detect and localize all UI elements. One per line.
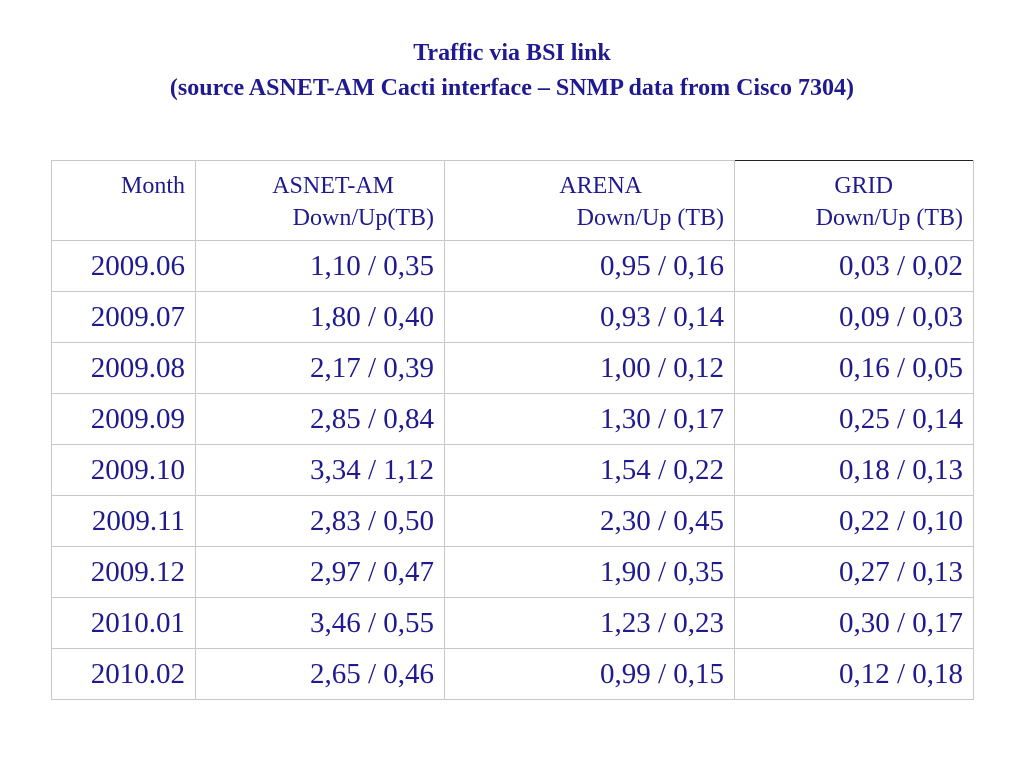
header-asnet-am-label: ASNET-AM <box>272 173 394 199</box>
grid-cell: 0,03 / 0,02 <box>734 240 974 292</box>
page-title: Traffic via BSI link (source ASNET-AM Ca… <box>0 36 1024 106</box>
grid-cell: 0,12 / 0,18 <box>734 648 974 700</box>
arena-cell: 1,30 / 0,17 <box>444 393 735 445</box>
table-body: 2009.06 1,10 / 0,35 0,95 / 0,16 0,03 / 0… <box>51 240 974 700</box>
month-cell: 2009.10 <box>51 444 196 496</box>
table-row: 2009.09 2,85 / 0,84 1,30 / 0,17 0,25 / 0… <box>51 393 974 445</box>
arena-cell: 0,95 / 0,16 <box>444 240 735 292</box>
arena-cell: 2,30 / 0,45 <box>444 495 735 547</box>
month-cell: 2010.01 <box>51 597 196 649</box>
header-asnet-am: ASNET-AM Down/Up(TB) <box>195 160 445 241</box>
grid-cell: 0,30 / 0,17 <box>734 597 974 649</box>
asnet-am-cell: 2,17 / 0,39 <box>195 342 445 394</box>
table-row: 2009.06 1,10 / 0,35 0,95 / 0,16 0,03 / 0… <box>51 240 974 292</box>
title-line-1: Traffic via BSI link <box>413 40 611 66</box>
table-row: 2009.08 2,17 / 0,39 1,00 / 0,12 0,16 / 0… <box>51 342 974 394</box>
table-header-row: Month ASNET-AM Down/Up(TB) ARENA Down/Up… <box>51 160 974 241</box>
asnet-am-cell: 2,97 / 0,47 <box>195 546 445 598</box>
month-cell: 2009.08 <box>51 342 196 394</box>
grid-cell: 0,27 / 0,13 <box>734 546 974 598</box>
month-cell: 2010.02 <box>51 648 196 700</box>
arena-cell: 0,99 / 0,15 <box>444 648 735 700</box>
table-row: 2009.07 1,80 / 0,40 0,93 / 0,14 0,09 / 0… <box>51 291 974 343</box>
asnet-am-cell: 3,46 / 0,55 <box>195 597 445 649</box>
table-row: 2009.11 2,83 / 0,50 2,30 / 0,45 0,22 / 0… <box>51 495 974 547</box>
month-cell: 2009.06 <box>51 240 196 292</box>
grid-cell: 0,25 / 0,14 <box>734 393 974 445</box>
header-grid-unit: Down/Up (TB) <box>815 205 963 231</box>
grid-cell: 0,18 / 0,13 <box>734 444 974 496</box>
arena-cell: 1,54 / 0,22 <box>444 444 735 496</box>
traffic-table: Month ASNET-AM Down/Up(TB) ARENA Down/Up… <box>51 160 974 700</box>
asnet-am-cell: 2,85 / 0,84 <box>195 393 445 445</box>
header-asnet-am-unit: Down/Up(TB) <box>292 205 434 231</box>
title-line-2: (source ASNET-AM Cacti interface – SNMP … <box>169 75 855 101</box>
asnet-am-cell: 1,10 / 0,35 <box>195 240 445 292</box>
asnet-am-cell: 2,83 / 0,50 <box>195 495 445 547</box>
grid-cell: 0,22 / 0,10 <box>734 495 974 547</box>
month-cell: 2009.12 <box>51 546 196 598</box>
arena-cell: 0,93 / 0,14 <box>444 291 735 343</box>
month-cell: 2009.11 <box>51 495 196 547</box>
asnet-am-cell: 2,65 / 0,46 <box>195 648 445 700</box>
header-arena: ARENA Down/Up (TB) <box>444 160 735 241</box>
table-row: 2009.12 2,97 / 0,47 1,90 / 0,35 0,27 / 0… <box>51 546 974 598</box>
header-grid-label: GRID <box>834 173 893 199</box>
header-arena-unit: Down/Up (TB) <box>576 205 724 231</box>
table-row: 2009.10 3,34 / 1,12 1,54 / 0,22 0,18 / 0… <box>51 444 974 496</box>
asnet-am-cell: 3,34 / 1,12 <box>195 444 445 496</box>
header-grid: GRID Down/Up (TB) <box>734 160 974 241</box>
table-row: 2010.01 3,46 / 0,55 1,23 / 0,23 0,30 / 0… <box>51 597 974 649</box>
arena-cell: 1,23 / 0,23 <box>444 597 735 649</box>
month-cell: 2009.07 <box>51 291 196 343</box>
grid-cell: 0,16 / 0,05 <box>734 342 974 394</box>
arena-cell: 1,90 / 0,35 <box>444 546 735 598</box>
month-cell: 2009.09 <box>51 393 196 445</box>
table-row: 2010.02 2,65 / 0,46 0,99 / 0,15 0,12 / 0… <box>51 648 974 700</box>
arena-cell: 1,00 / 0,12 <box>444 342 735 394</box>
header-arena-label: ARENA <box>559 173 642 199</box>
grid-cell: 0,09 / 0,03 <box>734 291 974 343</box>
header-month-label: Month <box>120 173 185 199</box>
asnet-am-cell: 1,80 / 0,40 <box>195 291 445 343</box>
header-month: Month <box>51 160 196 241</box>
